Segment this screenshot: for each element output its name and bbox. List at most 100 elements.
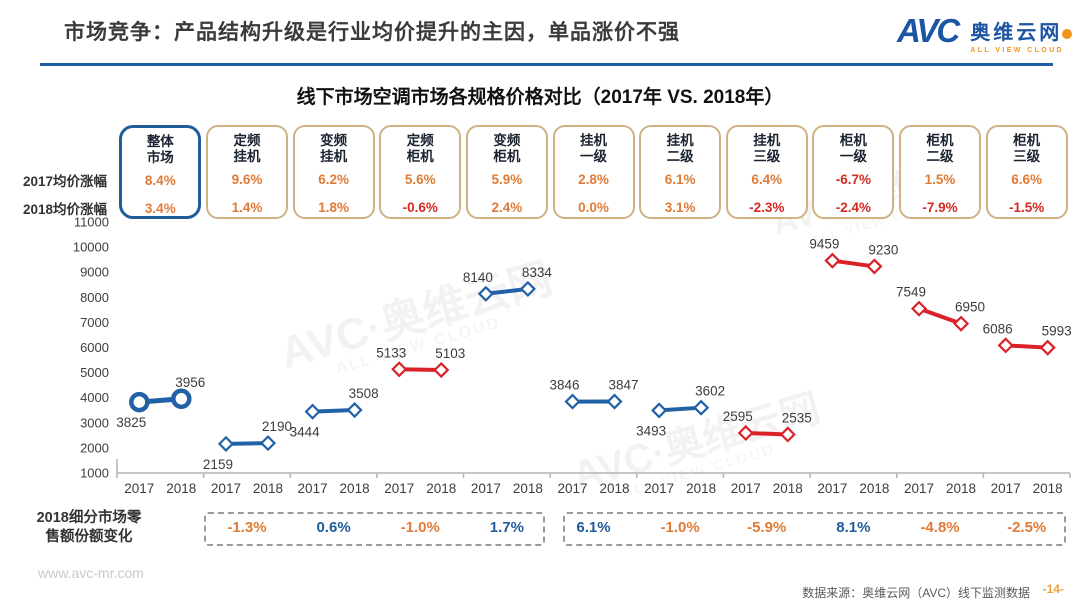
- y-axis-tick-label: 4000: [80, 390, 109, 405]
- data-point-2018-挂机二级: [693, 399, 710, 416]
- share-change-value: 8.1%: [836, 519, 871, 536]
- page-title: 市场竞争：产品结构升级是行业均价提升的主因，单品涨价不强: [64, 21, 680, 44]
- category-box-柜机二级: 柜机 二级 1.5% -7.9%: [899, 125, 982, 219]
- row-label-2018-avg-price-change: 2018均价涨幅: [22, 202, 107, 217]
- watermark-subtext: ALL VIEW CLOUD: [334, 314, 503, 377]
- category-label: 柜机 二级: [926, 133, 954, 164]
- value-label-2017: 3444: [290, 425, 321, 440]
- data-point-2017-变频挂机: [304, 403, 321, 420]
- trend-line-柜机一级: [830, 258, 877, 269]
- data-point-2017-柜机三级: [997, 337, 1014, 354]
- data-point-2017-定频挂机: [217, 435, 235, 452]
- value-label-2018: 3847: [608, 378, 638, 393]
- category-box-挂机二级: 挂机 二级 6.1% 3.1%: [639, 125, 722, 219]
- value-label-2017: 5133: [376, 345, 406, 360]
- category-pct-2018: 1.8%: [318, 200, 349, 215]
- header-divider: [40, 63, 1053, 66]
- value-label-2017: 3846: [549, 378, 579, 393]
- data-point-2017-柜机二级: [910, 300, 928, 317]
- category-pct-2017: 1.5%: [924, 172, 956, 187]
- category-box-变频柜机: 变频 柜机 5.9% 2.4%: [465, 125, 548, 219]
- value-label-2017: 6086: [983, 321, 1013, 336]
- category-pct-2018: -2.3%: [749, 200, 785, 215]
- y-axis-tick-label: 2000: [80, 440, 109, 455]
- share-change-value: -1.3%: [227, 519, 267, 536]
- x-axis-year-label: 2017: [904, 481, 935, 496]
- share-change-value: 6.1%: [576, 519, 611, 536]
- category-label: 挂机 二级: [666, 133, 694, 164]
- category-label: 变频 挂机: [320, 133, 348, 164]
- x-axis-year-label: 2017: [644, 481, 675, 496]
- x-axis-year-label: 2018: [859, 481, 890, 496]
- category-pct-2018: -1.5%: [1009, 200, 1045, 215]
- logo-chinese-name: 奥维云网: [970, 22, 1063, 44]
- value-label-2017: 3493: [636, 423, 666, 438]
- value-label-2018: 2190: [262, 419, 292, 434]
- logo-name-block: 奥维云网 ALL VIEW CLOUD: [970, 16, 1064, 54]
- category-label: 挂机 三级: [753, 133, 781, 164]
- category-box-柜机一级: 柜机 一级 -6.7% -2.4%: [812, 125, 895, 219]
- watermark-text: AVC·奥维云网: [275, 254, 558, 378]
- category-label: 挂机 一级: [580, 133, 607, 164]
- x-axis-year-label: 2018: [339, 481, 370, 496]
- footer-website: www.avc-mr.com: [38, 565, 144, 581]
- share-change-label: 2018细分市场零 售额份额变化: [8, 509, 170, 547]
- x-axis-year-label: 2017: [817, 481, 848, 496]
- value-label-2018: 3602: [695, 384, 725, 399]
- category-label: 柜机 三级: [1013, 133, 1041, 164]
- x-axis-year-label: 2017: [470, 481, 501, 496]
- share-label-line1: 2018细分市场零: [36, 510, 142, 526]
- y-axis-tick-label: 8000: [80, 290, 109, 305]
- y-axis-tick-label: 9000: [80, 265, 109, 280]
- category-pct-2017: -6.7%: [835, 172, 872, 187]
- share-label-line2: 售额份额变化: [45, 529, 133, 545]
- x-axis-year-label: 2017: [730, 481, 761, 496]
- x-axis-year-label: 2018: [686, 481, 717, 496]
- x-axis-year-label: 2017: [990, 481, 1021, 496]
- value-label-2017: 2595: [723, 409, 753, 424]
- x-axis-year-label: 2018: [1032, 481, 1063, 496]
- category-pct-2018: 2.4%: [491, 200, 523, 215]
- share-change-value: -2.5%: [1007, 519, 1047, 536]
- x-axis-year-label: 2018: [772, 481, 803, 496]
- category-box-柜机三级: 柜机 三级 6.6% -1.5%: [985, 125, 1068, 219]
- category-pct-2018: -0.6%: [402, 200, 438, 215]
- category-pct-2018: -7.9%: [922, 200, 958, 215]
- category-pct-2018: -2.4%: [835, 200, 872, 215]
- x-axis-year-label: 2018: [166, 481, 197, 496]
- category-box-变频挂机: 变频 挂机 6.2% 1.8%: [292, 125, 375, 219]
- data-point-2017-整体市场: [129, 391, 150, 413]
- footer-data-source: 数据来源：奥维云网（AVC）线下监测数据: [802, 586, 1030, 600]
- category-label: 整体 市场: [146, 134, 174, 165]
- trend-line-挂机二级: [657, 405, 704, 413]
- share-change-value: -1.0%: [660, 519, 700, 536]
- page-number: -14-: [1042, 582, 1064, 596]
- category-box-挂机一级: 挂机 一级 2.8% 0.0%: [552, 125, 635, 219]
- avc-logo: AVC 奥维云网 ALL VIEW CLOUD: [897, 13, 1073, 54]
- category-pct-2018: 0.0%: [578, 200, 609, 215]
- x-axis-year-label: 2018: [252, 481, 283, 496]
- y-axis-tick-label: 10000: [73, 240, 109, 255]
- trend-line-定频挂机: [223, 441, 270, 446]
- row-label-2017-avg-price-change: 2017均价涨幅: [22, 174, 107, 189]
- category-box-挂机三级: 挂机 三级 6.4% -2.3%: [725, 125, 808, 219]
- data-point-2018-挂机三级: [779, 426, 796, 443]
- x-axis-year-label: 2017: [124, 481, 155, 496]
- data-point-2018-挂机一级: [606, 393, 623, 410]
- category-pct-2017: 6.4%: [751, 172, 783, 187]
- share-change-box-1: [204, 512, 545, 546]
- y-axis-tick-label: 5000: [80, 365, 109, 380]
- data-point-2017-挂机三级: [737, 424, 754, 442]
- x-axis-year-label: 2017: [557, 481, 588, 496]
- category-label: 柜机 一级: [839, 133, 867, 164]
- trend-line-挂机三级: [743, 430, 790, 437]
- category-pct-2017: 6.1%: [664, 172, 696, 187]
- category-box-定频柜机: 定频 柜机 5.6% -0.6%: [379, 125, 462, 219]
- category-pct-2017: 5.9%: [491, 172, 523, 187]
- data-point-2017-定频柜机: [391, 361, 408, 378]
- data-point-2017-柜机一级: [824, 252, 841, 269]
- data-point-2017-变频柜机: [477, 285, 494, 302]
- data-point-2018-柜机一级: [866, 258, 883, 275]
- value-label-2018: 5993: [1042, 324, 1072, 339]
- x-axis-year-label: 2018: [426, 481, 457, 496]
